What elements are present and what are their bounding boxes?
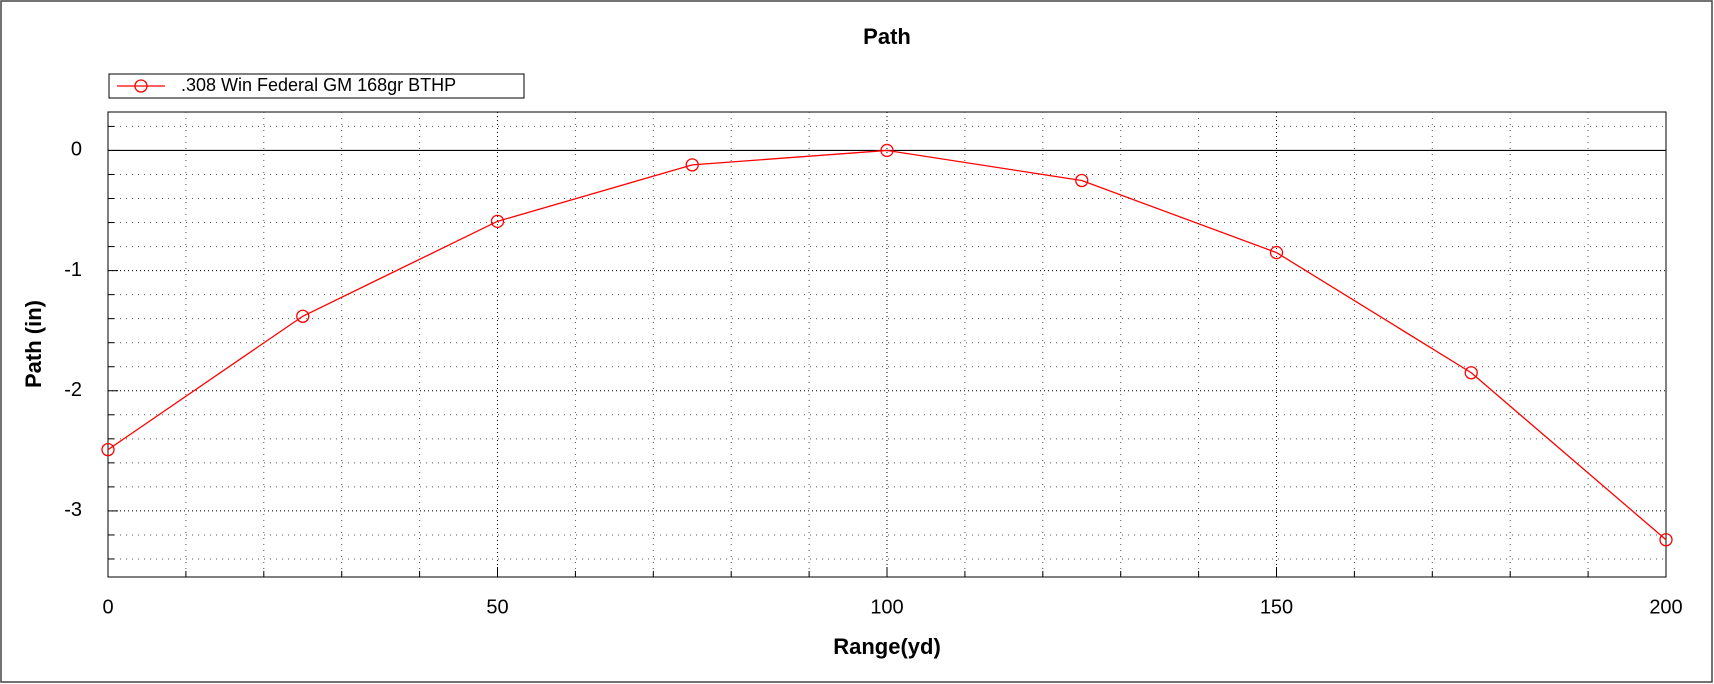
point-marker — [101, 442, 115, 457]
x-tick-label: 100 — [870, 596, 903, 618]
point-marker — [685, 158, 699, 172]
x-tick-label: 0 — [102, 596, 113, 618]
legend-marker — [134, 79, 148, 93]
legend-box — [108, 73, 525, 99]
point-marker — [1659, 533, 1673, 547]
legend-label: .308 Win Federal GM 168gr BTHP — [181, 75, 456, 95]
point-marker — [490, 214, 505, 228]
chart-title: Path — [863, 24, 911, 49]
x-tick-label: 50 — [486, 596, 508, 618]
y-tick-label: -1 — [64, 259, 82, 281]
series-line — [107, 149, 1667, 541]
point-marker — [880, 143, 894, 158]
y-tick-label: -3 — [64, 499, 82, 521]
y-tick-label: 0 — [71, 139, 82, 161]
point-marker — [1269, 245, 1284, 260]
x-axis-label: Range(yd) — [833, 634, 941, 659]
x-tick-label: 150 — [1260, 596, 1293, 618]
y-axis-label: Path (in) — [21, 300, 46, 388]
y-tick-label: -2 — [64, 379, 82, 401]
x-tick-label: 200 — [1649, 596, 1682, 618]
point-marker — [296, 309, 310, 323]
point-marker — [1075, 173, 1089, 188]
point-marker — [1464, 366, 1478, 380]
